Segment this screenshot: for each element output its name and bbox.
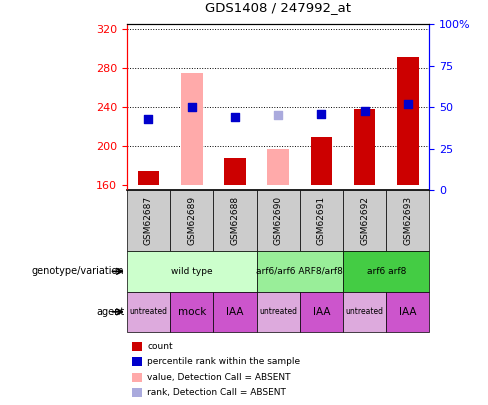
Point	[274, 112, 282, 118]
Text: GSM62693: GSM62693	[403, 196, 412, 245]
Text: genotype/variation: genotype/variation	[32, 266, 124, 276]
Bar	[213, 292, 257, 332]
Text: rank, Detection Call = ABSENT: rank, Detection Call = ABSENT	[147, 388, 286, 397]
Bar	[127, 190, 170, 251]
Bar	[257, 190, 300, 251]
Point	[231, 114, 239, 120]
Bar	[127, 292, 170, 332]
Text: value, Detection Call = ABSENT: value, Detection Call = ABSENT	[147, 373, 291, 382]
Text: agent: agent	[96, 307, 124, 317]
Point	[188, 104, 196, 111]
Bar	[343, 251, 429, 292]
Text: untreated: untreated	[346, 307, 384, 316]
Bar	[257, 251, 343, 292]
Text: GSM62692: GSM62692	[360, 196, 369, 245]
Bar	[138, 171, 159, 185]
Point	[361, 108, 368, 115]
Bar	[354, 109, 375, 185]
Text: untreated: untreated	[129, 307, 167, 316]
Text: mock: mock	[178, 307, 206, 317]
Text: percentile rank within the sample: percentile rank within the sample	[147, 357, 301, 366]
Bar	[343, 292, 386, 332]
Bar	[170, 190, 213, 251]
Bar	[267, 149, 289, 185]
Bar	[310, 136, 332, 185]
Text: arf6/arf6 ARF8/arf8: arf6/arf6 ARF8/arf8	[256, 267, 343, 276]
Bar	[386, 292, 429, 332]
Point	[144, 116, 152, 122]
Text: arf6 arf8: arf6 arf8	[366, 267, 406, 276]
Text: GSM62689: GSM62689	[187, 196, 196, 245]
Text: IAA: IAA	[226, 307, 244, 317]
Point	[318, 111, 325, 117]
Text: count: count	[147, 342, 173, 351]
Bar	[170, 292, 213, 332]
Text: GSM62688: GSM62688	[230, 196, 240, 245]
Text: GDS1408 / 247992_at: GDS1408 / 247992_at	[205, 1, 351, 14]
Text: GSM62691: GSM62691	[317, 196, 326, 245]
Bar	[300, 292, 343, 332]
Bar	[300, 190, 343, 251]
Bar	[127, 251, 257, 292]
Bar	[397, 57, 419, 185]
Text: GSM62687: GSM62687	[144, 196, 153, 245]
Bar	[343, 190, 386, 251]
Text: IAA: IAA	[399, 307, 417, 317]
Bar	[257, 292, 300, 332]
Text: IAA: IAA	[313, 307, 330, 317]
Text: wild type: wild type	[171, 267, 213, 276]
Bar	[386, 190, 429, 251]
Text: untreated: untreated	[259, 307, 297, 316]
Bar	[181, 73, 203, 185]
Bar	[224, 158, 246, 185]
Bar	[213, 190, 257, 251]
Point	[404, 101, 412, 108]
Text: GSM62690: GSM62690	[274, 196, 283, 245]
